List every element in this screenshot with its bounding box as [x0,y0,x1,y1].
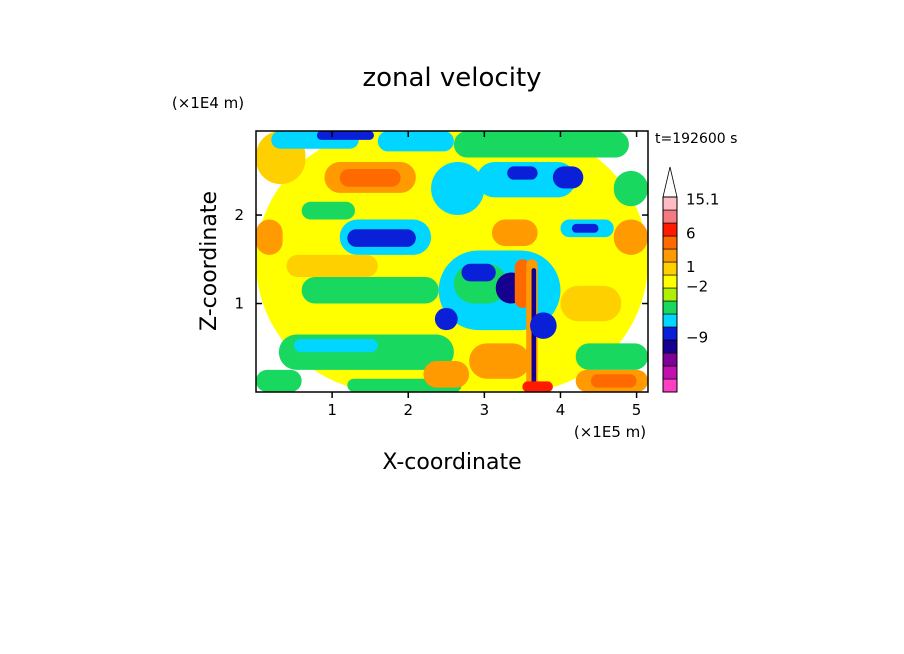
field-region-31 [434,307,458,331]
chart-title: zonal velocity [362,63,541,93]
time-label: t=192600 s [655,131,737,147]
field-region-22 [552,166,584,189]
colorbar-level-7 [662,287,678,302]
x-tick-label: 4 [556,401,566,419]
field-region-26 [613,219,648,255]
field-region-16 [256,369,302,392]
x-axis-title: X-coordinate [382,450,521,475]
colorbar-label: 15.1 [686,191,719,209]
field-region-37 [469,343,531,379]
field-region-21 [507,166,538,180]
colorbar-level-3 [662,339,678,354]
y-axis-title: Z-coordinate [197,191,222,331]
field-region-38 [575,343,648,370]
field-region-41 [613,170,648,207]
field-region-15 [294,338,378,353]
plot-area [255,130,649,393]
field-region-11 [256,219,283,255]
field-region-35 [530,312,557,339]
colorbar-level-0 [662,378,678,393]
field-region-12 [286,254,378,277]
colorbar-level-9 [662,261,678,276]
colorbar-level-11 [662,235,678,250]
colorbar-label: 6 [686,224,696,242]
y-axis: 12 [234,206,648,313]
y-tick-label: 2 [234,206,244,224]
plot-frame [255,130,649,393]
colorbar-level-8 [662,274,678,289]
field-region-36 [560,285,622,322]
colorbar-level-6 [662,300,678,315]
field-region-3 [316,131,374,140]
x-tick-label: 3 [480,401,490,419]
field-region-10 [347,229,416,247]
colorbar-label: −2 [686,278,708,296]
x-axis: 1 2 3 4 5 [327,131,641,419]
field-region-25 [571,223,599,233]
field-region-8 [301,201,355,220]
y-tick-label: 1 [234,295,244,313]
colorbar-frame [662,196,678,393]
colorbar-extend-arrow [662,166,678,198]
field-region-18 [423,361,470,388]
colorbar-level-12 [662,222,678,237]
colorbar-level-5 [662,313,678,328]
field-region-30 [461,263,496,282]
colorbar-label: −9 [686,328,708,346]
field-region-23 [491,219,538,247]
field-region-4 [377,131,454,152]
colorbar-level-4 [662,326,678,341]
colorbar-level-1 [662,365,678,380]
x-tick-label: 2 [403,401,413,419]
field-region-19 [431,161,485,216]
colorbar-level-14 [662,196,678,211]
field-region-42 [522,381,553,392]
x-tick-label: 1 [327,401,337,419]
colorbar-level-13 [662,209,678,224]
field-region-40 [590,374,637,388]
y-unit-label: (×1E4 m) [172,94,244,112]
colorbar: 15.1 6 1 −2 −9 [662,166,719,393]
colorbar-level-10 [662,248,678,263]
field-region-13 [301,276,439,304]
colorbar-label: 1 [686,258,696,276]
colorbar-level-2 [662,352,678,367]
x-tick-label: 5 [632,401,642,419]
field-region-5 [453,131,629,158]
x-unit-label: (×1E5 m) [574,423,646,441]
field-region-7 [339,169,401,187]
